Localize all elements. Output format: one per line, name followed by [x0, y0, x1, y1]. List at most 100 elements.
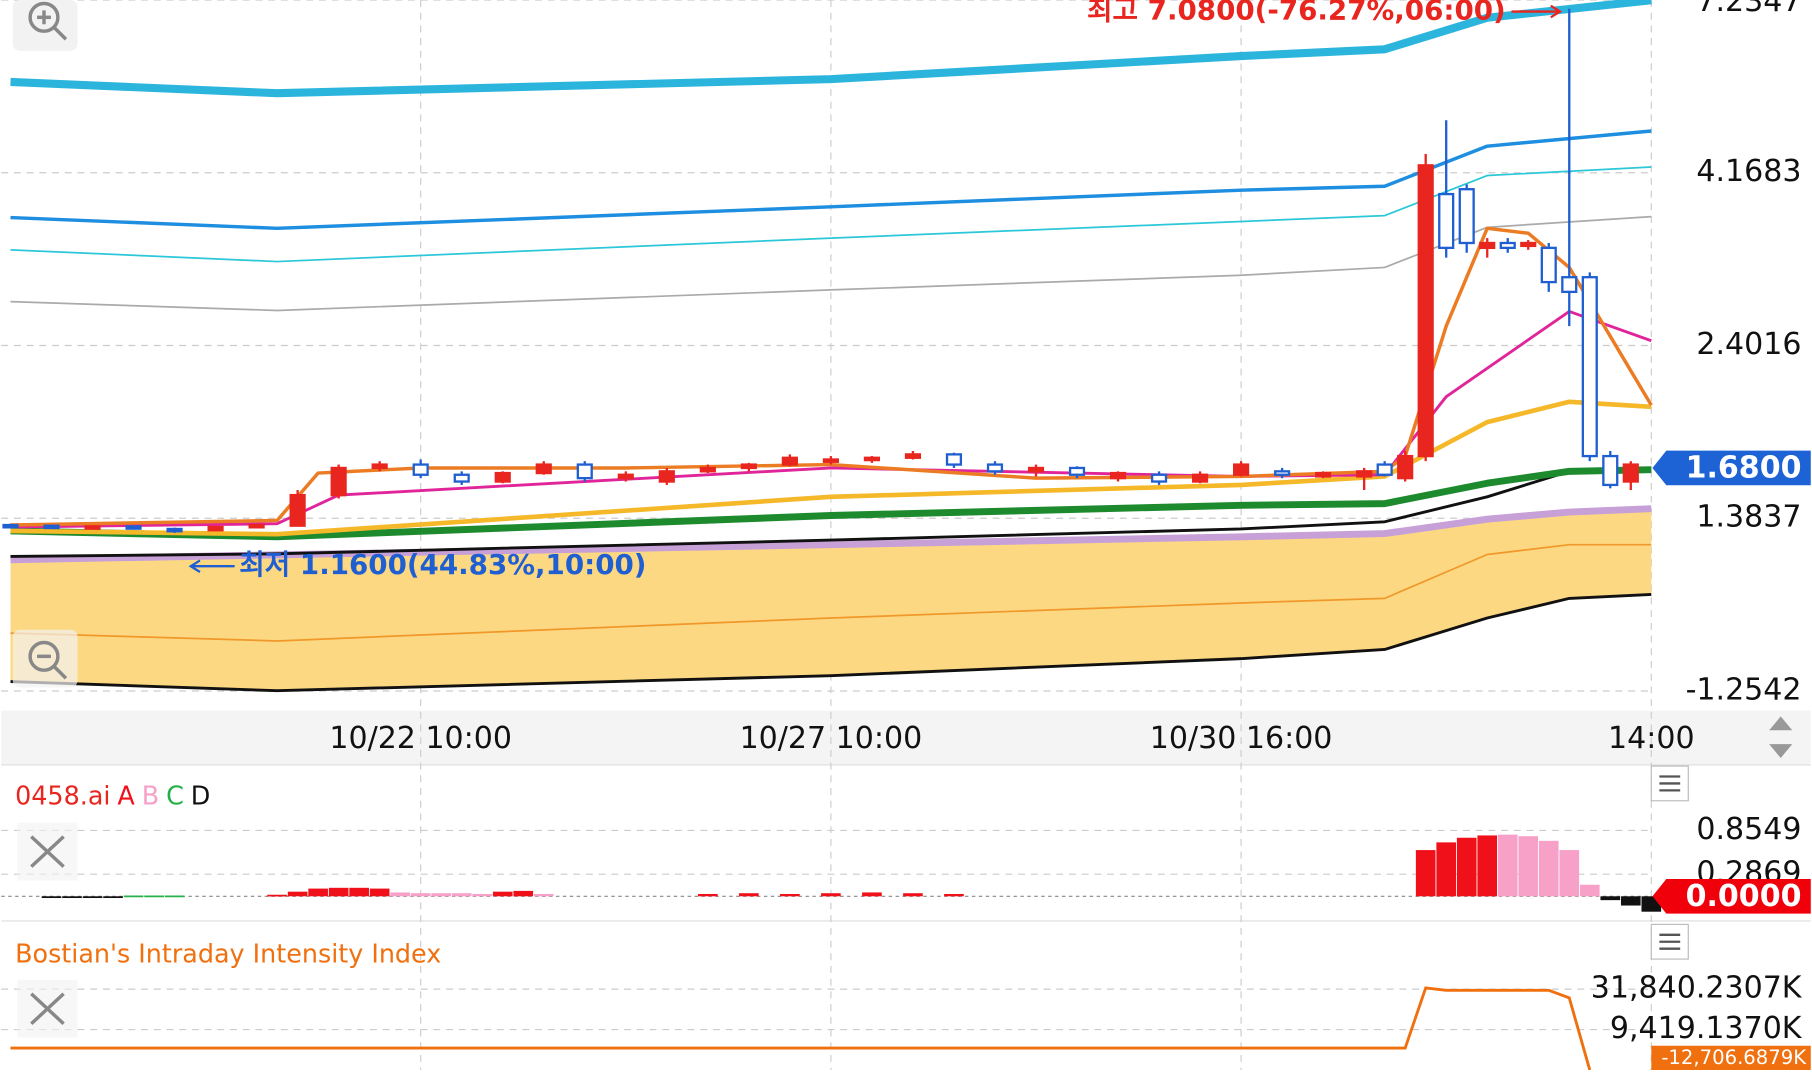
histogram-bar — [144, 895, 164, 898]
histogram-bar — [1456, 837, 1477, 897]
indicator-title: 0458.ai — [15, 780, 110, 810]
candle-body — [1520, 241, 1537, 248]
histogram-bar — [821, 893, 841, 897]
y-tick-label: 2.4016 — [1696, 327, 1801, 362]
histogram-bar — [410, 893, 431, 897]
histogram-bar — [1436, 842, 1457, 897]
indicator-line — [10, 129, 1652, 231]
histogram-bar — [1600, 896, 1621, 901]
legend-entry: C — [166, 780, 184, 810]
histogram-bar — [308, 888, 328, 897]
candle-body — [1417, 164, 1434, 458]
close-button[interactable] — [17, 979, 78, 1038]
zoom-out[interactable] — [12, 629, 78, 688]
candle-body — [986, 463, 1004, 473]
candle-body — [658, 470, 675, 483]
histogram-bar — [698, 893, 718, 897]
last-value-badge — [1651, 1045, 1811, 1072]
y-tick-label: 0.8549 — [1696, 812, 1801, 847]
indicator-line — [10, 399, 1652, 537]
candle-body — [1109, 471, 1127, 480]
histogram-bar — [82, 896, 103, 899]
candle-body — [1315, 471, 1332, 478]
histogram-bar — [1538, 840, 1559, 897]
histogram-bar — [862, 892, 882, 897]
y-tick-label: 31,840.2307K — [1591, 971, 1803, 1006]
histogram-bar — [739, 893, 759, 897]
menu-button[interactable] — [1650, 923, 1689, 960]
candle-body — [945, 453, 963, 466]
candle-body — [248, 523, 265, 529]
candle-body — [412, 463, 429, 476]
candle-body — [781, 456, 798, 466]
histogram-bar — [1497, 834, 1518, 897]
scroll-arrows[interactable] — [1769, 716, 1793, 759]
candle-body — [617, 473, 634, 480]
candle-body — [43, 524, 60, 530]
indicator-line — [10, 466, 1652, 541]
candle-body — [1458, 188, 1475, 245]
last-value-label: 1.6800 — [1686, 451, 1802, 486]
candle-body — [453, 473, 470, 483]
low-annotation: 최저 1.1600(44.83%,10:00) — [239, 548, 646, 581]
histogram-bar — [123, 895, 144, 898]
indicator-line — [10, 166, 1652, 263]
histogram-bar — [103, 896, 123, 899]
y-tick-label: 7.2347 — [1696, 0, 1801, 19]
zoom-in[interactable] — [12, 0, 78, 51]
ui — [12, 0, 1793, 1038]
histogram-bar — [164, 895, 185, 898]
candle-body — [904, 453, 922, 459]
candle-body — [330, 466, 347, 497]
candle-body — [289, 493, 306, 527]
x-tick-label: 14:00 — [1608, 721, 1695, 756]
candle-body — [863, 456, 881, 462]
histogram-bar — [267, 894, 287, 897]
candle-body — [371, 463, 388, 470]
candle-body — [740, 463, 757, 470]
close-button[interactable] — [17, 822, 78, 881]
histogram-bar — [369, 888, 390, 897]
histogram-bar — [390, 892, 410, 897]
histogram-bar — [431, 893, 452, 897]
candle-body — [576, 463, 593, 480]
candle-body — [1027, 466, 1045, 473]
candle-body — [1191, 473, 1209, 483]
annotation-arrow — [188, 559, 235, 573]
histogram-bar — [533, 893, 554, 897]
candle-body — [1540, 246, 1557, 284]
candle-body — [1233, 463, 1250, 476]
histogram-bar — [1620, 896, 1641, 906]
bostian-line — [10, 986, 1592, 1071]
bostian-title: Bostian's Intraday Intensity Index — [15, 939, 441, 969]
legend-entry: B — [142, 780, 159, 810]
y-tick-label: -1.2542 — [1686, 672, 1802, 707]
histogram-bar — [472, 893, 493, 897]
candle-body — [1068, 466, 1086, 476]
y-tick-label: 4.1683 — [1696, 154, 1801, 189]
candle-body — [1438, 192, 1455, 250]
candle-body — [494, 471, 511, 483]
indicator-line — [10, 543, 1652, 642]
histogram-bar — [944, 893, 964, 897]
indicator-title: 0458.ai A B C D — [15, 780, 210, 810]
x-axis-strip — [1, 710, 1811, 765]
legend-entry: A — [117, 780, 135, 810]
menu-button[interactable] — [1650, 765, 1689, 802]
candle-body — [699, 466, 716, 473]
legend-entry: D — [191, 780, 211, 810]
candle-body — [1499, 241, 1516, 250]
candle-body — [535, 463, 552, 475]
histogram-bar — [62, 896, 82, 899]
candle-body — [2, 523, 19, 529]
last-value-badge — [1652, 450, 1811, 486]
histogram-bar — [903, 893, 923, 897]
histogram-bar — [328, 887, 349, 897]
candle-body — [1602, 454, 1619, 487]
candle-body — [1274, 470, 1291, 476]
candle-body — [822, 458, 839, 463]
histogram-bar — [1415, 850, 1436, 897]
candle-body — [1479, 241, 1496, 250]
